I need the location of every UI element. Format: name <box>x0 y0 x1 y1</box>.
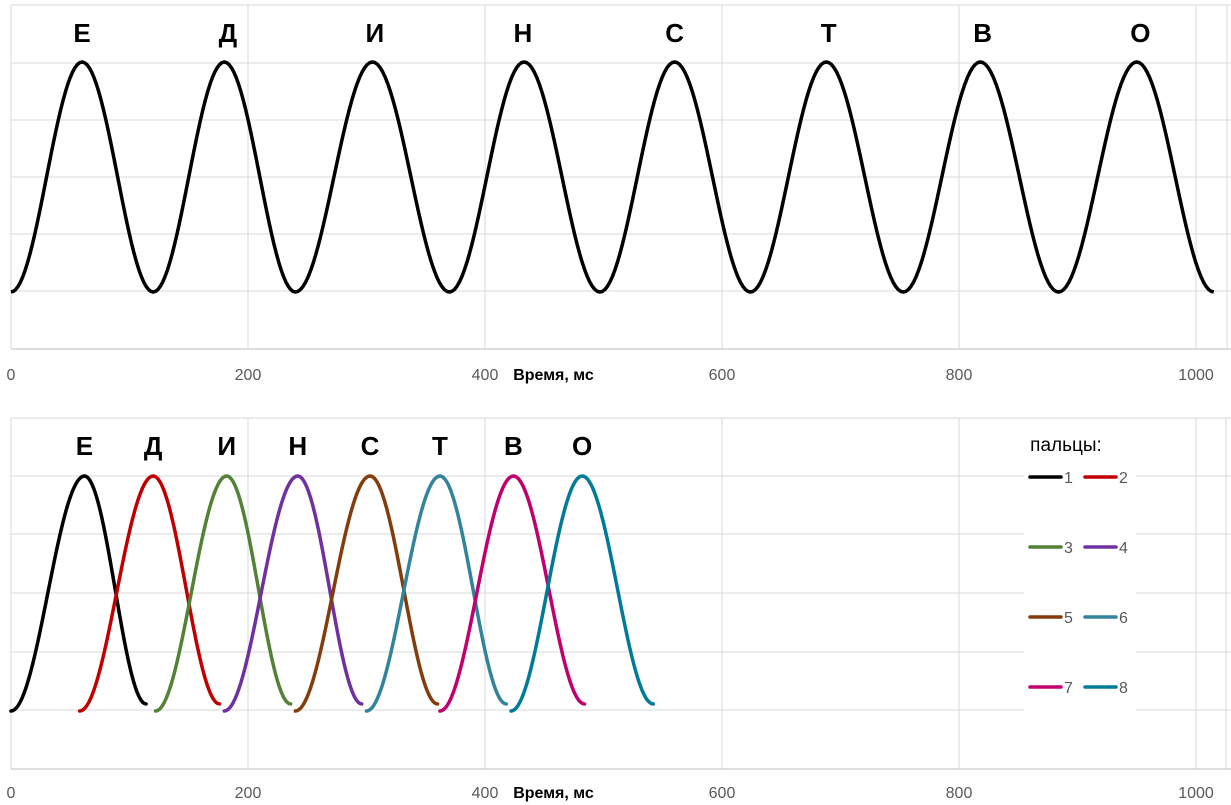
legend-label-7: 7 <box>1064 680 1073 697</box>
x-tick-label-400: 400 <box>472 367 499 384</box>
x-tick-label-800: 800 <box>946 367 973 384</box>
series-line-top <box>10 60 1215 294</box>
letter-label-0: Е <box>73 18 90 48</box>
letter-label-4: С <box>361 431 380 461</box>
series-line-finger-1 <box>9 474 148 713</box>
letter-label-1: Д <box>219 18 238 48</box>
legend-label-6: 6 <box>1119 610 1128 627</box>
legend-label-4: 4 <box>1119 540 1128 557</box>
letter-label-0: Е <box>76 431 93 461</box>
legend: пальцы: 1 2 3 4 5 6 7 8 <box>1024 426 1136 721</box>
letter-label-1: Д <box>144 431 163 461</box>
legend-background <box>1024 426 1136 721</box>
letter-label-3: Н <box>288 431 307 461</box>
series-line-finger-7 <box>438 474 587 713</box>
x-tick-label-0: 0 <box>7 785 16 802</box>
x-tick-label-200: 200 <box>235 367 262 384</box>
legend-label-1: 1 <box>1064 470 1073 487</box>
x-tick-label-1000: 1000 <box>1178 367 1214 384</box>
chart-top: 0 200 400 600 800 1000 Время, мс Е Д И Н С Т В О <box>7 4 1231 384</box>
x-tick-label-600: 600 <box>709 367 736 384</box>
letter-label-2: И <box>365 18 384 48</box>
letter-label-6: В <box>504 431 523 461</box>
x-tick-label-1000: 1000 <box>1178 785 1214 802</box>
letter-label-2: И <box>217 431 236 461</box>
legend-title: пальцы: <box>1030 435 1102 456</box>
letter-label-4: С <box>665 18 684 48</box>
x-tick-label-800: 800 <box>946 785 973 802</box>
legend-label-5: 5 <box>1064 610 1073 627</box>
x-axis-title: Время, мс <box>513 785 594 802</box>
legend-label-8: 8 <box>1119 680 1128 697</box>
letter-label-7: О <box>572 431 592 461</box>
letter-label-5: Т <box>821 18 837 48</box>
legend-label-2: 2 <box>1119 470 1128 487</box>
letter-label-7: О <box>1130 18 1150 48</box>
series-line-finger-2 <box>77 474 222 713</box>
series-line-finger-4 <box>222 474 364 713</box>
x-tick-label-0: 0 <box>7 367 16 384</box>
x-tick-label-200: 200 <box>235 785 262 802</box>
series-line-finger-5 <box>293 474 440 713</box>
x-tick-label-600: 600 <box>709 785 736 802</box>
letter-label-5: Т <box>432 431 448 461</box>
legend-label-3: 3 <box>1064 540 1073 557</box>
x-tick-label-400: 400 <box>472 785 499 802</box>
letter-label-3: Н <box>514 18 533 48</box>
letter-label-6: В <box>973 18 992 48</box>
x-axis-title: Время, мс <box>513 367 594 384</box>
series-line-finger-8 <box>509 474 656 713</box>
series-line-finger-3 <box>153 474 293 713</box>
series-line-finger-6 <box>364 474 509 713</box>
